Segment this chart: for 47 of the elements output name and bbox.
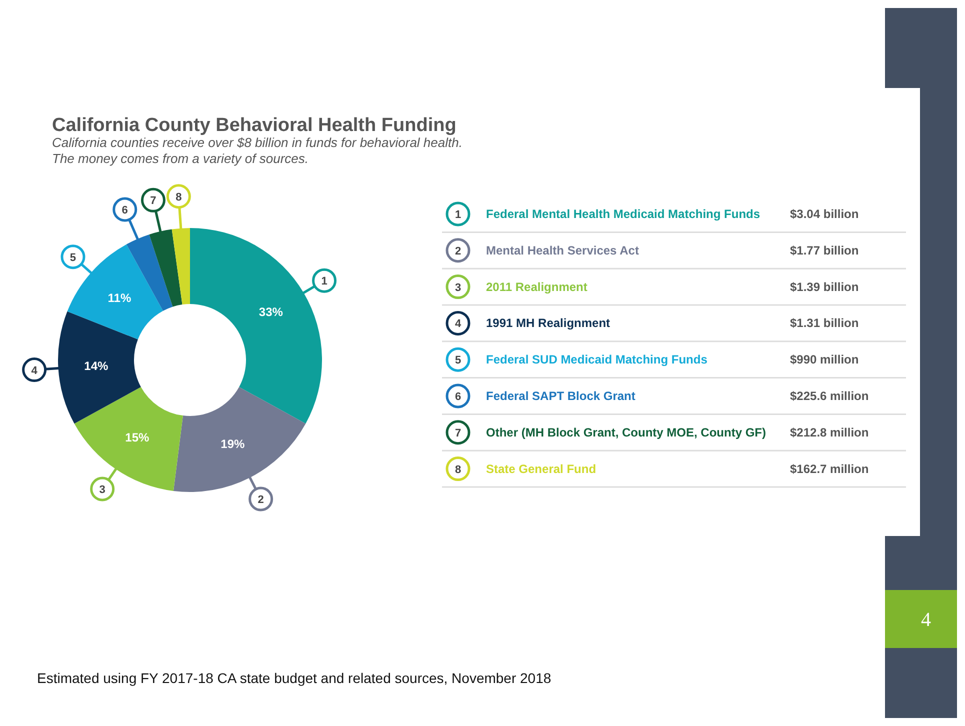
numbered-callout: 7 (140, 188, 166, 234)
data-label: 19% (220, 436, 246, 451)
legend-label: Federal SUD Medicaid Matching Funds (486, 352, 708, 367)
text: $1.31 billion (790, 316, 859, 330)
numbered-callout: 8 (166, 184, 191, 230)
text: 4 (921, 609, 931, 631)
data-label: 11% (108, 290, 132, 305)
legend-label: Other (MH Block Grant, County MOE, County GF) (486, 425, 766, 440)
text: $212.8 million (790, 425, 869, 440)
numbered-callout: 3 (90, 466, 118, 502)
legend-label: 2011 Realignment (486, 280, 588, 294)
donut-slice (149, 229, 182, 307)
text: $162.7 million (790, 462, 869, 476)
text: 7 (454, 427, 462, 440)
numbered-callout: 1 (301, 268, 337, 295)
legend-label: State General Fund (486, 462, 596, 476)
numbered-callout: 4 (22, 358, 60, 382)
text: $1.77 billion (790, 243, 859, 258)
text: $990 million (790, 352, 859, 367)
donut-slice (67, 244, 164, 340)
legend-label: Mental Health Services Act (486, 243, 639, 258)
text: $1.39 billion (790, 280, 859, 294)
data-label: 14% (84, 358, 109, 373)
donut-slice (172, 228, 190, 305)
data-label: 33% (258, 305, 284, 320)
donut-slice (58, 311, 141, 424)
text: Estimated using FY 2017-18 CA state budget and related sources, November 2018 (37, 670, 552, 686)
numbered-callout: 5 (60, 244, 94, 275)
text: 2 (454, 245, 462, 258)
text: 6 (454, 391, 462, 403)
text: 3 (454, 282, 462, 294)
chart-subtitle: California counties receive over $8 billion in funds for behavioral health. The money comes from a variety of sources. (52, 135, 462, 166)
text: 4 (454, 318, 462, 330)
numbered-callout: 6 (112, 197, 140, 242)
text: $225.6 million (790, 389, 869, 403)
text: 5 (454, 354, 462, 367)
text: 8 (454, 464, 462, 476)
data-label: 15% (125, 430, 150, 445)
text: $3.04 billion (790, 207, 859, 221)
numbered-callout: 2 (248, 475, 274, 512)
donut-slice (190, 228, 322, 424)
text: 1 (454, 209, 462, 221)
chart-title: California County Behavioral Health Funding (52, 115, 456, 136)
donut-slice (173, 386, 306, 492)
legend-label: Federal SAPT Block Grant (486, 389, 636, 403)
legend-label: Federal Mental Health Medicaid Matching Funds (486, 207, 760, 221)
legend-label: 1991 MH Realignment (486, 316, 610, 330)
